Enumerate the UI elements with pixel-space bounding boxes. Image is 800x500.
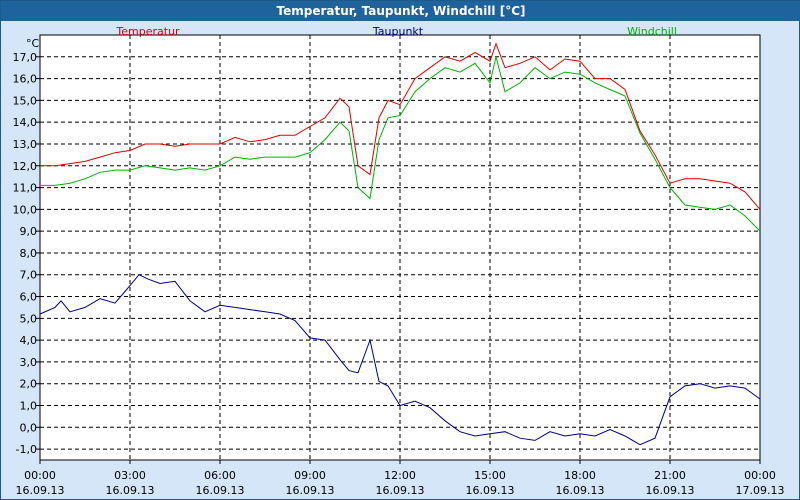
y-tick-label: 10,0	[13, 203, 38, 216]
y-tick-label: 5,0	[20, 312, 38, 325]
y-tick-label: 2,0	[20, 378, 38, 391]
series-line-temperatur	[40, 42, 761, 210]
x-tick-date: 17.09.13	[736, 484, 785, 497]
series-line-taupunkt	[39, 274, 761, 446]
x-axis-ticks: 00:00 16.09.13 03:00 16.09.13 06:00 16.09.13 0…	[16, 460, 785, 497]
x-tick-date: 16.09.13	[286, 484, 335, 497]
y-tick-label: 9,0	[20, 225, 38, 238]
y-axis-label: °C	[26, 37, 40, 50]
window-title: Temperatur, Taupunkt, Windchill [°C]	[1, 1, 800, 21]
x-tick-time: 09:00	[294, 469, 326, 482]
y-tick-label: 14,0	[13, 116, 38, 129]
x-tick-date: 16.09.13	[106, 484, 155, 497]
y-tick-label: 4,0	[20, 334, 38, 347]
y-tick-label: 0,0	[20, 421, 38, 434]
x-tick-date: 16.09.13	[466, 484, 515, 497]
x-tick-time: 21:00	[654, 469, 686, 482]
y-tick-label: 1,0	[20, 400, 38, 413]
y-tick-label: 11,0	[13, 182, 38, 195]
x-tick-time: 00:00	[744, 469, 776, 482]
series-line-windchill	[40, 56, 761, 232]
y-tick-label: 16,0	[13, 73, 38, 86]
x-tick-date: 16.09.13	[556, 484, 605, 497]
x-tick-time: 06:00	[204, 469, 236, 482]
y-tick-label: -1,0	[16, 443, 37, 456]
y-tick-label: 15,0	[13, 94, 38, 107]
y-tick-label: 6,0	[20, 291, 38, 304]
legend-taupunkt: Taupunkt	[372, 25, 424, 38]
x-tick-time: 15:00	[474, 469, 506, 482]
series-lines	[39, 42, 761, 446]
y-tick-label: 7,0	[20, 269, 38, 282]
x-tick-time: 00:00	[24, 469, 56, 482]
x-tick-time: 03:00	[114, 469, 146, 482]
x-tick-date: 16.09.13	[196, 484, 245, 497]
y-tick-label: 13,0	[13, 138, 38, 151]
legend-temperatur: Temperatur	[115, 25, 180, 38]
y-tick-label: 12,0	[13, 160, 38, 173]
x-tick-date: 16.09.13	[16, 484, 65, 497]
y-tick-label: 17,0	[13, 51, 38, 64]
y-axis-ticks: -1,0 0,0 1,0 2,0 3,0 4,0 5,0 6,0 7,0 8,0 9,0 10,0 11…	[13, 51, 40, 456]
y-tick-label: 3,0	[20, 356, 38, 369]
legend-windchill: Windchill	[627, 25, 677, 38]
x-tick-time: 18:00	[564, 469, 596, 482]
x-tick-date: 16.09.13	[646, 484, 695, 497]
x-tick-time: 12:00	[384, 469, 416, 482]
y-tick-label: 8,0	[20, 247, 38, 260]
x-tick-date: 16.09.13	[376, 484, 425, 497]
